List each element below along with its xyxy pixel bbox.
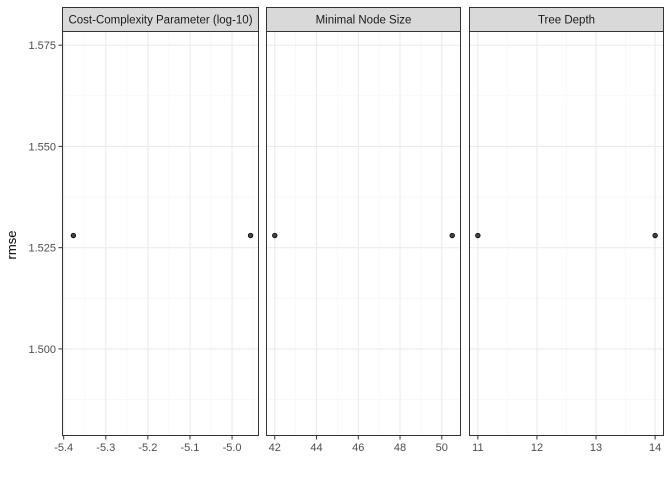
data-point <box>70 232 77 239</box>
facet-panel: Cost-Complexity Parameter (log-10) -5.4 -5… <box>28 7 259 454</box>
x-tick-label: 44 <box>310 442 322 454</box>
x-tick-label: 50 <box>436 442 448 454</box>
data-point <box>247 232 254 239</box>
facet-strip <box>266 7 461 32</box>
facet-strip-label: Cost-Complexity Parameter (log-10) <box>68 15 252 27</box>
x-tick-label: 13 <box>590 442 602 454</box>
facet-panel: Minimal Node Size 42 44 46 48 50 <box>266 7 461 454</box>
y-axis-title: rmse <box>4 231 19 260</box>
x-tick-label: -5.3 <box>96 442 115 454</box>
x-tick-label: 46 <box>352 442 364 454</box>
x-tick-label: 48 <box>394 442 406 454</box>
x-tick-label: 14 <box>649 442 661 454</box>
y-tick-label: 1.525 <box>28 243 56 255</box>
panel-background <box>266 31 461 436</box>
y-tick-label: 1.550 <box>28 141 56 153</box>
data-point <box>272 232 278 239</box>
y-tick-label: 1.500 <box>28 344 56 356</box>
facet-strip <box>62 7 259 32</box>
data-point <box>475 232 481 239</box>
x-tick-label: 42 <box>269 442 281 454</box>
y-tick-label: 1.575 <box>28 40 56 52</box>
facet-panel: Tree Depth 11 12 13 14 <box>469 7 664 454</box>
x-tick-label: -5.4 <box>54 442 73 454</box>
x-tick-label: 12 <box>531 442 543 454</box>
data-point <box>449 232 455 239</box>
x-tick-label: 11 <box>472 442 483 454</box>
facet-strip-label: Minimal Node Size <box>316 15 412 27</box>
facet-strip <box>469 7 664 32</box>
panel-background <box>62 31 259 436</box>
x-tick-label: -5.1 <box>180 442 199 454</box>
panels-layer: Cost-Complexity Parameter (log-10) -5.4 -5… <box>28 7 664 454</box>
x-tick-label: -5.2 <box>138 442 157 454</box>
facet-strip-label: Tree Depth <box>538 15 595 27</box>
data-point <box>652 232 658 239</box>
x-tick-label: -5.0 <box>223 442 242 454</box>
